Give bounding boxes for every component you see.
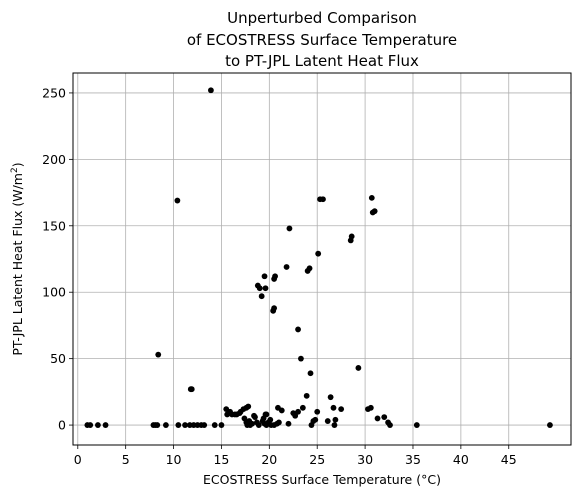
data-point bbox=[327, 394, 334, 401]
data-point bbox=[102, 422, 109, 428]
data-point bbox=[338, 406, 345, 413]
data-point bbox=[245, 403, 252, 410]
y-tick-label: 200 bbox=[42, 152, 66, 167]
data-point bbox=[312, 416, 319, 423]
data-point bbox=[547, 422, 553, 428]
data-point bbox=[331, 422, 338, 428]
plot-area bbox=[72, 72, 572, 446]
data-point bbox=[292, 412, 299, 419]
data-point bbox=[188, 386, 195, 393]
data-point bbox=[263, 411, 270, 418]
data-point bbox=[332, 416, 339, 423]
data-point bbox=[174, 197, 181, 204]
data-point bbox=[258, 293, 265, 300]
y-tick-label: 100 bbox=[42, 285, 66, 300]
y-axis-label-main: PT-JPL Latent Heat Flux (W/m bbox=[10, 173, 25, 356]
y-axis-label-end: ) bbox=[10, 162, 25, 167]
y-tick-label: 150 bbox=[42, 218, 66, 233]
y-axis-label-superscript: 2 bbox=[10, 167, 20, 173]
data-point bbox=[368, 194, 375, 201]
data-point bbox=[283, 264, 290, 270]
data-point bbox=[261, 273, 268, 280]
data-point bbox=[271, 305, 278, 312]
data-point bbox=[374, 415, 381, 422]
data-point bbox=[276, 419, 282, 426]
chart-title-line-1: Unperturbed Comparison bbox=[227, 9, 417, 27]
data-point bbox=[320, 196, 326, 203]
chart-title-line-2: of ECOSTRESS Surface Temperature bbox=[187, 31, 457, 49]
x-tick-label: 15 bbox=[213, 452, 229, 467]
data-point bbox=[252, 414, 258, 420]
grid bbox=[73, 73, 571, 445]
y-tick-label: 250 bbox=[42, 85, 66, 100]
data-point bbox=[95, 422, 101, 428]
data-point bbox=[295, 408, 301, 415]
x-tick-label: 20 bbox=[261, 452, 277, 467]
data-point bbox=[303, 392, 310, 399]
data-point bbox=[324, 418, 331, 424]
x-tick-label: 30 bbox=[357, 452, 373, 467]
data-point bbox=[278, 407, 285, 414]
y-tick-label: 50 bbox=[50, 351, 66, 366]
data-point bbox=[299, 404, 306, 411]
data-point bbox=[256, 285, 263, 292]
x-tick-label: 25 bbox=[309, 452, 325, 467]
x-tick-label: 45 bbox=[501, 452, 517, 467]
data-point bbox=[249, 420, 255, 427]
data-point bbox=[154, 422, 161, 428]
data-point bbox=[286, 225, 293, 232]
data-point bbox=[330, 404, 337, 411]
data-point bbox=[367, 404, 374, 411]
data-point bbox=[182, 422, 188, 428]
x-tick-label: 5 bbox=[122, 452, 130, 467]
data-point bbox=[355, 365, 362, 371]
data-point bbox=[306, 265, 313, 272]
data-point bbox=[155, 351, 162, 358]
data-points bbox=[84, 87, 553, 428]
data-point bbox=[381, 414, 388, 420]
data-point bbox=[371, 208, 378, 215]
data-point bbox=[315, 250, 322, 257]
x-tick-label: 0 bbox=[74, 452, 82, 467]
data-point bbox=[201, 422, 208, 428]
data-point bbox=[262, 285, 269, 292]
data-point bbox=[285, 420, 292, 427]
data-point bbox=[162, 422, 169, 428]
data-point bbox=[272, 273, 278, 280]
x-tick-label: 40 bbox=[453, 452, 469, 467]
x-tick-label: 35 bbox=[405, 452, 421, 467]
data-point bbox=[348, 233, 355, 240]
data-point bbox=[307, 370, 314, 377]
data-point bbox=[218, 422, 225, 428]
y-tick-label: 0 bbox=[58, 418, 66, 433]
data-point bbox=[298, 355, 304, 362]
data-point bbox=[295, 326, 301, 333]
chart-title-line-3: to PT-JPL Latent Heat Flux bbox=[225, 52, 419, 70]
axis-ticks: 0 5 10 15 20 25 30 35 40 45 0 50 100 150 200 250 bbox=[42, 85, 517, 467]
x-tick-label: 10 bbox=[166, 452, 182, 467]
data-point bbox=[413, 422, 420, 428]
data-point bbox=[387, 422, 393, 428]
data-point bbox=[255, 422, 262, 428]
data-point bbox=[175, 422, 182, 428]
y-axis-label: PT-JPL Latent Heat Flux (W/m2) bbox=[10, 162, 25, 355]
x-axis-label: ECOSTRESS Surface Temperature (°C) bbox=[203, 472, 441, 487]
data-point bbox=[208, 87, 214, 94]
data-point bbox=[314, 408, 321, 415]
data-point bbox=[87, 422, 94, 428]
data-point bbox=[211, 422, 218, 428]
data-point bbox=[267, 416, 274, 423]
